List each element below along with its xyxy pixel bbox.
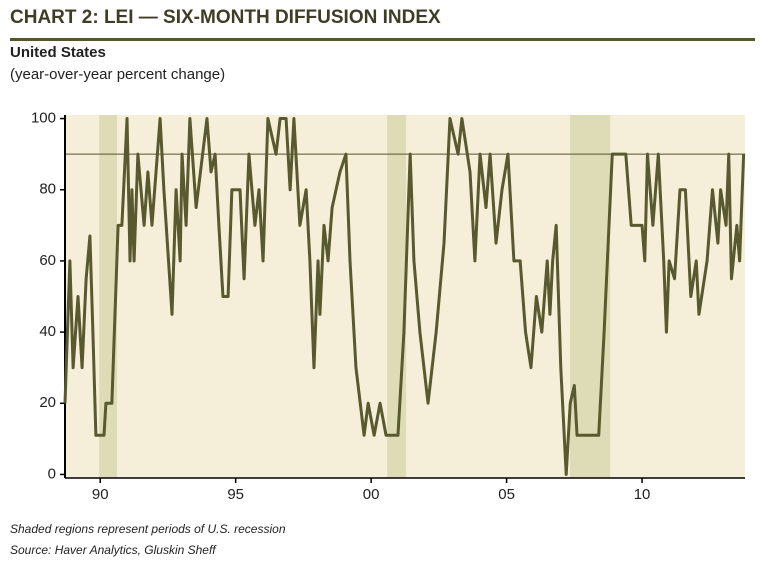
x-tick-label: 10 [634,486,651,503]
recession-band [387,115,407,478]
x-tick-label: 95 [227,486,244,503]
y-tick-label: 80 [39,181,56,198]
x-tick-label: 00 [363,486,380,503]
y-tick-label: 20 [39,394,56,411]
title-rule [10,38,755,41]
subtitle: United States [10,44,106,61]
source: Source: Haver Analytics, Gluskin Sheff [10,543,217,557]
chart-title: CHART 2: LEI — SIX-MONTH DIFFUSION INDEX [10,7,441,28]
y-tick-label: 0 [48,465,56,482]
x-tick-label: 90 [92,486,109,503]
y-tick-label: 100 [31,110,56,127]
footnote: Shaded regions represent periods of U.S.… [10,522,286,536]
y-axis-label: (year-over-year percent change) [10,66,225,83]
series-line [63,117,746,476]
y-tick-label: 40 [39,323,56,340]
y-tick-label: 60 [39,252,56,269]
x-tick-label: 05 [498,486,515,503]
